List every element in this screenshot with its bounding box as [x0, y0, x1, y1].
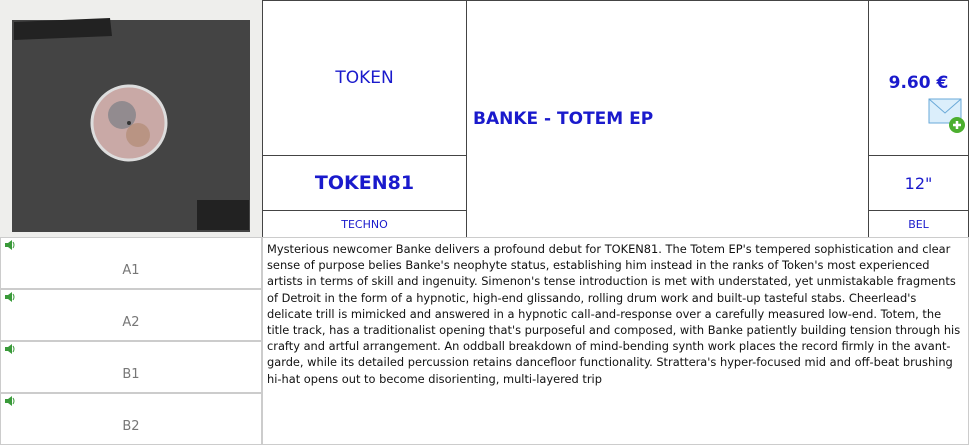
track-name: B1 [122, 367, 140, 382]
track[interactable]: B1 [0, 341, 262, 393]
label[interactable]: TOKEN [262, 0, 467, 156]
format: 12" [868, 155, 969, 211]
track-name: A1 [122, 263, 140, 278]
catalog-number[interactable]: TOKEN81 [262, 155, 467, 211]
track[interactable]: A2 [0, 289, 262, 341]
country: BEL [868, 210, 969, 238]
cover-image [0, 0, 262, 237]
genre[interactable]: TECHNO [262, 210, 467, 238]
play-icon[interactable] [4, 291, 16, 303]
track-name: A2 [122, 315, 140, 330]
cart-icon[interactable] [927, 97, 967, 135]
play-icon[interactable] [4, 239, 16, 251]
price: 9.60 € [888, 73, 949, 93]
description: Mysterious newcomer Banke delivers a pro… [262, 237, 969, 445]
track-name: B2 [122, 419, 140, 434]
play-icon[interactable] [4, 395, 16, 407]
release-title[interactable]: BANKE - TOTEM EP [466, 0, 869, 238]
track[interactable]: A1 [0, 237, 262, 289]
price-cell: 9.60 € [868, 0, 969, 156]
play-icon[interactable] [4, 343, 16, 355]
track[interactable]: B2 [0, 393, 262, 445]
